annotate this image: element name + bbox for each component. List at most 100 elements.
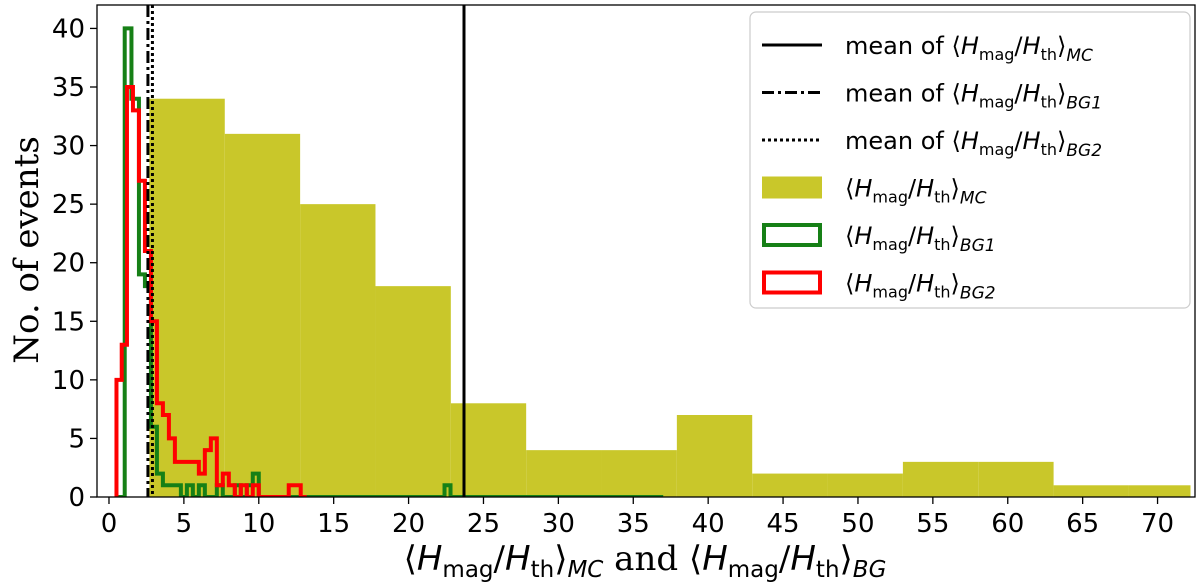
legend-bracket: ⟩ — [951, 270, 960, 298]
x-tick-label: 70 — [1141, 509, 1174, 539]
legend-h: H — [1023, 80, 1041, 108]
legend-h: H — [1023, 32, 1041, 60]
legend-subscript: BG1 — [960, 236, 996, 256]
legend-th: th — [934, 188, 950, 207]
legend-entry-label: mean of ⟨Hmag/Hth⟩BG1 — [845, 80, 1102, 114]
legend-subscript: BG1 — [1066, 94, 1102, 114]
legend-subscript: MC — [960, 189, 987, 209]
legend-th: th — [1041, 140, 1057, 159]
mc-histogram-bar — [676, 415, 753, 497]
x-label-bracket: ⟨ — [404, 539, 417, 579]
y-tick-label: 10 — [52, 366, 85, 396]
x-tick-label: 10 — [242, 509, 275, 539]
legend-patch-handle — [762, 176, 822, 199]
legend-bracket: ⟨ — [845, 175, 854, 203]
x-label-mag: mag — [442, 557, 493, 583]
x-label-th: th — [531, 557, 555, 583]
bg2-histogram-step — [114, 85, 307, 497]
mc-histogram-bar — [450, 403, 527, 497]
y-tick-label: 15 — [52, 307, 85, 337]
legend-mag: mag — [979, 93, 1015, 112]
legend-mag: mag — [872, 188, 908, 207]
legend-prefix: mean of — [845, 32, 951, 60]
y-tick-label: 25 — [52, 190, 85, 220]
legend-entry-label: ⟨Hmag/Hth⟩BG2 — [845, 270, 996, 304]
legend-h: H — [961, 127, 979, 155]
y-tick-label: 5 — [68, 424, 85, 454]
mc-histogram-bar — [1128, 485, 1191, 497]
legend-bracket: ⟩ — [1057, 32, 1066, 60]
mc-histogram-bar — [902, 461, 979, 497]
legend-h: H — [854, 270, 872, 298]
x-label-bracket: ⟨ — [689, 539, 702, 579]
legend-entry-label: mean of ⟨Hmag/Hth⟩BG2 — [845, 127, 1102, 161]
legend-h: H — [916, 175, 934, 203]
plot-content — [114, 5, 1191, 497]
x-label-h: H — [417, 539, 443, 579]
x-tick-label: 45 — [767, 509, 800, 539]
mc-histogram-bar — [526, 450, 602, 497]
legend-bracket: ⟨ — [845, 222, 854, 250]
legend-th: th — [1041, 93, 1057, 112]
x-label-h: H — [505, 539, 531, 579]
legend-entry-label: ⟨Hmag/Hth⟩BG1 — [845, 222, 996, 256]
legend-subscript: BG2 — [1066, 141, 1102, 161]
x-label-mag: mag — [728, 557, 779, 583]
x-tick-label: 35 — [617, 509, 650, 539]
legend-mag: mag — [979, 45, 1015, 64]
legend-entry-label: ⟨Hmag/Hth⟩MC — [845, 175, 987, 209]
legend-mag: mag — [872, 235, 908, 254]
legend-slash: / — [908, 175, 917, 203]
x-label-h: H — [790, 539, 816, 579]
legend-slash: / — [1014, 32, 1023, 60]
legend-slash: / — [1014, 80, 1023, 108]
y-tick-label: 30 — [52, 132, 85, 162]
legend-bracket: ⟨ — [951, 32, 960, 60]
mc-histogram-bar — [978, 461, 1054, 497]
mc-histogram-bar — [375, 286, 451, 497]
y-tick-label: 40 — [52, 14, 85, 44]
x-label-th: th — [816, 557, 840, 583]
mc-histogram-bar — [149, 98, 225, 497]
legend-h: H — [854, 222, 872, 250]
x-label-bracket: ⟩ — [840, 539, 853, 579]
x-tick-label: 50 — [841, 509, 874, 539]
legend-th: th — [1041, 45, 1057, 64]
legend-bracket: ⟩ — [951, 222, 960, 250]
mc-histogram-bar — [1053, 485, 1129, 497]
x-tick-label: 40 — [692, 509, 725, 539]
x-label-and: and — [603, 539, 689, 579]
x-tick-label: 30 — [542, 509, 575, 539]
y-tick-label: 20 — [52, 249, 85, 279]
x-tick-label: 65 — [1066, 509, 1099, 539]
x-label-slash: / — [494, 539, 506, 579]
legend-h: H — [854, 175, 872, 203]
x-tick-label: 60 — [991, 509, 1024, 539]
legend-slash: / — [908, 270, 917, 298]
legend-th: th — [934, 283, 950, 302]
legend-prefix: mean of — [845, 80, 951, 108]
mc-histogram-bar — [752, 473, 828, 497]
legend-outline-handle — [762, 270, 822, 295]
legend-h: H — [961, 32, 979, 60]
legend-mag: mag — [872, 283, 908, 302]
legend-prefix: mean of — [845, 127, 951, 155]
legend-bracket: ⟩ — [1057, 80, 1066, 108]
legend-bracket: ⟨ — [951, 80, 960, 108]
x-label-bracket: ⟩ — [554, 539, 567, 579]
x-label-slash: / — [779, 539, 791, 579]
legend-h: H — [1023, 127, 1041, 155]
legend-bracket: ⟨ — [845, 270, 854, 298]
x-label-subscript: BG — [853, 557, 887, 583]
legend-outline-handle — [762, 223, 822, 247]
legend-bracket: ⟩ — [951, 175, 960, 203]
x-axis-label: ⟨Hmag/Hth⟩MC and ⟨Hmag/Hth⟩BG — [404, 539, 887, 583]
legend-h: H — [961, 80, 979, 108]
legend-subscript: MC — [1066, 46, 1093, 66]
mc-histogram-bar — [300, 204, 376, 497]
legend-bracket: ⟨ — [951, 127, 960, 155]
legend-entry-label: mean of ⟨Hmag/Hth⟩MC — [845, 32, 1093, 66]
x-tick-label: 20 — [392, 509, 425, 539]
